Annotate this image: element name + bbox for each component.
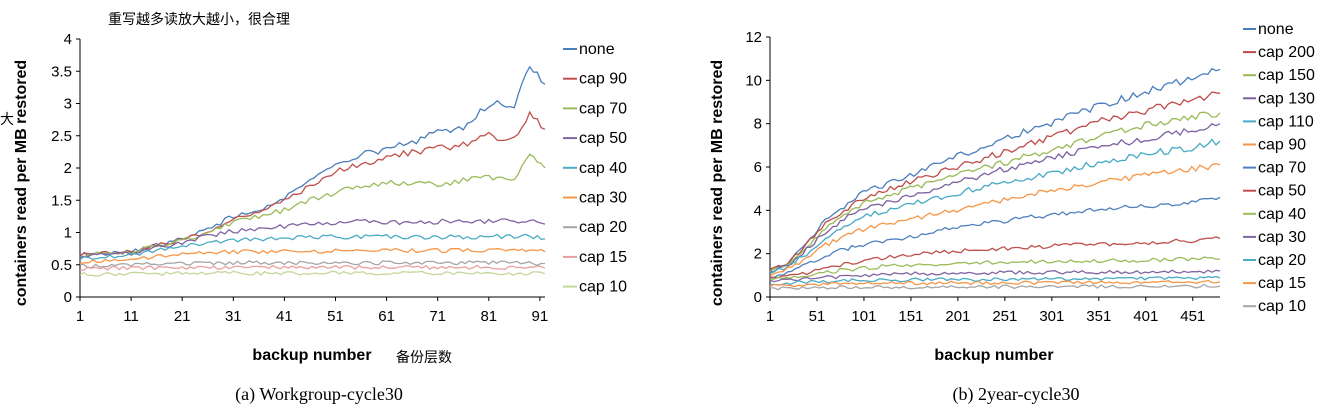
top-note: 重写越多读放大越小，很合理 [108,11,290,28]
series-line-cap-30 [769,269,1221,283]
series-line-cap-130 [769,123,1221,273]
chart-b-legend: none cap 200 cap 150 cap 130 cap 110 cap 90 ca… [1243,21,1315,315]
legend-label: cap 110 [1258,113,1314,130]
series-line-cap-50 [79,218,546,258]
x-tick-label: 51 [327,308,344,325]
legend-label: cap 50 [1258,183,1306,200]
side-note: 大 [0,112,14,128]
chart-b-lines [769,67,1221,291]
series-line-cap-90 [769,163,1221,277]
legend-label: cap 30 [1258,229,1306,246]
y-tick-label: 1 [64,225,72,242]
legend-label: cap 70 [579,100,627,117]
x-tick-label: 71 [429,308,446,325]
x-tick-label: 41 [276,308,293,325]
x-tick-label: 101 [851,308,876,325]
series-line-cap-15 [79,264,546,271]
x-tick-label: 21 [174,308,191,325]
x-tick-label: 251 [992,308,1017,325]
legend-label: cap 150 [1258,67,1315,84]
x-tick-label: 1 [76,308,84,325]
series-line-cap-10 [79,270,546,277]
y-tick-label: 12 [745,29,762,46]
y-tick-label: 10 [745,72,762,89]
series-line-cap-15 [769,279,1221,288]
series-line-cap-150 [769,111,1221,273]
series-line-cap-200 [769,91,1221,270]
legend-label: cap 15 [579,249,627,266]
xlabel-note: 备份层数 [396,349,452,366]
legend-label: cap 10 [579,279,627,296]
series-line-cap-90 [79,110,546,257]
x-tick-label: 151 [898,308,923,325]
y-tick-label: 0 [754,289,762,306]
x-tick-label: 351 [1086,308,1111,325]
series-line-cap-50 [769,236,1221,279]
y-tick-label: 3.5 [51,63,72,80]
x-tick-label: 11 [123,308,139,325]
series-line-none [769,67,1221,271]
series-line-cap-10 [770,283,1221,291]
series-line-cap-40 [770,256,1221,280]
series-line-cap-70 [79,153,546,258]
x-tick-label: 61 [378,308,395,325]
legend-label: cap 40 [1258,206,1306,223]
x-tick-label: 81 [480,308,497,325]
legend-label: cap 70 [1258,160,1306,177]
x-tick-label: 91 [532,308,549,325]
y-tick-label: 4 [754,202,762,219]
legend-label: cap 130 [1258,90,1315,107]
chart-a-caption: (a) Workgroup-cycle30 [235,384,403,405]
chart-a-lines [79,65,546,277]
y-tick-label: 3 [64,96,72,113]
chart-a-ylabel: containers read per MB restored [13,60,30,306]
legend-label: none [579,41,615,58]
y-tick-label: 2.5 [51,128,72,145]
y-tick-label: 4 [64,31,72,48]
series-line-cap-20 [79,260,545,269]
x-tick-label: 201 [945,308,970,325]
series-line-none [79,65,546,257]
y-tick-label: 2 [64,160,72,177]
y-tick-label: 2 [754,246,762,263]
legend-label: cap 90 [1258,137,1306,154]
chart-b-xlabel: backup number [934,347,1053,364]
series-line-cap-30 [79,247,546,264]
chart-b-caption: (b) 2year-cycle30 [952,384,1079,405]
legend-label: cap 15 [1258,275,1306,292]
chart-a-xlabel: backup number [252,347,371,364]
y-tick-label: 0.5 [51,257,72,274]
legend-label: cap 20 [1258,252,1306,269]
legend-label: cap 20 [579,219,627,236]
chart-a-legend: none cap 90 cap 70 cap 50 cap 40 cap 30 cap 20… [563,41,627,296]
series-line-cap-70 [769,196,1221,279]
series-line-cap-20 [769,275,1221,286]
chart-b-ylabel: containers read per MB restored [709,60,726,306]
x-tick-label: 1 [766,308,774,325]
chart-a: 00.511.522.533.541 11 21 31 41 51 61 71 81 91 non… [13,31,627,405]
legend-label: cap 200 [1258,44,1315,61]
series-line-cap-110 [769,138,1221,275]
x-tick-label: 301 [1039,308,1064,325]
x-tick-label: 31 [225,308,242,325]
legend-label: cap 30 [579,190,627,207]
x-tick-label: 451 [1180,308,1205,325]
chart-a-axes: 00.511.522.533.541 11 21 31 41 51 61 71 81 91 [51,31,548,325]
legend-label: none [1258,21,1294,38]
x-tick-label: 401 [1133,308,1158,325]
y-tick-label: 1.5 [51,192,72,209]
legend-label: cap 10 [1258,298,1306,315]
legend-label: cap 50 [579,130,627,147]
y-tick-label: 0 [64,289,72,306]
y-tick-label: 6 [754,159,762,176]
legend-label: cap 40 [579,160,627,177]
y-tick-label: 8 [754,116,762,133]
legend-label: cap 90 [579,71,627,88]
x-tick-label: 51 [809,308,826,325]
series-line-cap-40 [79,233,546,261]
